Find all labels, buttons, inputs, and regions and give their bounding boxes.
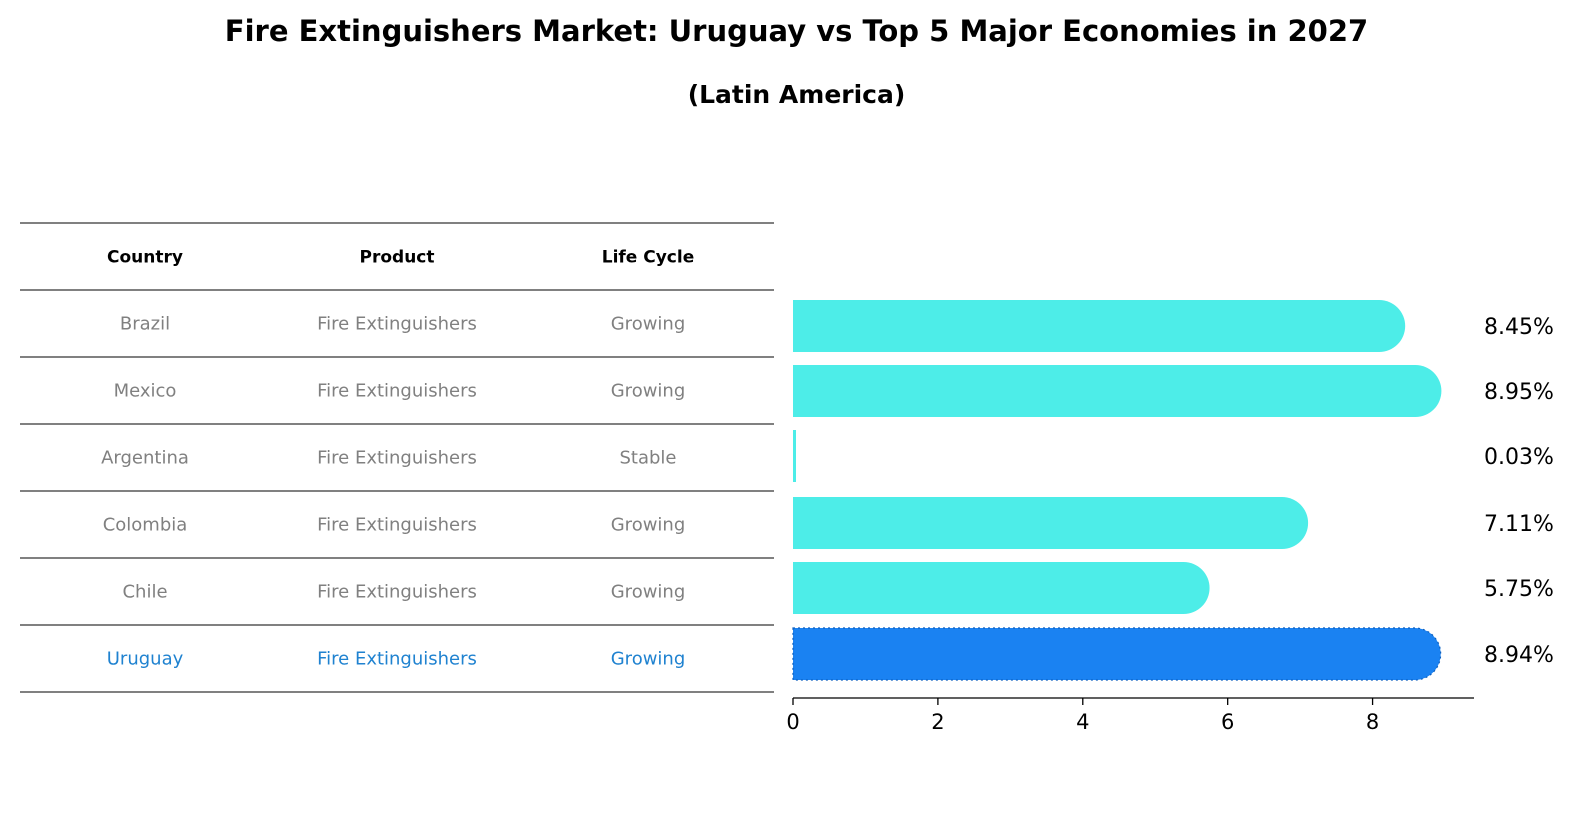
bar-chile — [793, 562, 1210, 614]
bar-mexico — [793, 365, 1442, 417]
value-label: 0.03% — [1484, 445, 1554, 470]
table-cell: Chile — [122, 582, 167, 603]
x-axis: 0 2 4 6 8 — [786, 697, 1474, 734]
x-tick-label: 2 — [931, 710, 944, 734]
bar-argentina — [793, 430, 796, 482]
x-tick-label: 0 — [786, 710, 799, 734]
data-table: Country Product Life Cycle Brazil Fire Extin… — [20, 222, 774, 693]
table-cell: Fire Extinguishers — [317, 448, 477, 469]
chart-subtitle: (Latin America) — [687, 80, 906, 109]
table-cell: Fire Extinguishers — [317, 314, 477, 335]
x-tick-label: 6 — [1221, 710, 1234, 734]
table-cell-highlight: Growing — [611, 649, 686, 670]
value-label: 8.95% — [1484, 380, 1554, 405]
table-cell-highlight: Uruguay — [107, 649, 184, 670]
bar-uruguay — [792, 627, 1442, 681]
value-label: 8.94% — [1484, 643, 1554, 668]
table-cell-highlight: Fire Extinguishers — [317, 649, 477, 670]
table-cell: Brazil — [120, 314, 170, 335]
table-header-cell: Life Cycle — [602, 248, 695, 268]
table-cell: Fire Extinguishers — [317, 515, 477, 536]
x-tick-label: 8 — [1366, 710, 1379, 734]
table-cell: Argentina — [101, 448, 189, 469]
value-label: 7.11% — [1484, 512, 1554, 537]
table-cell: Stable — [619, 448, 676, 469]
bar-colombia — [793, 497, 1309, 549]
table-cell: Growing — [611, 381, 686, 402]
table-cell: Growing — [611, 515, 686, 536]
table-cell: Colombia — [103, 515, 188, 536]
bar-plot: 8.45% 8.95% 0.03% 7.11% 5.75% 8.94% — [792, 300, 1554, 681]
value-label: 5.75% — [1484, 577, 1554, 602]
table-header-cell: Country — [107, 248, 183, 268]
chart-title: Fire Extinguishers Market: Uruguay vs To… — [224, 14, 1369, 48]
table-cell: Fire Extinguishers — [317, 381, 477, 402]
table-header-cell: Product — [360, 248, 435, 268]
table-cell: Mexico — [114, 381, 177, 402]
table-cell: Growing — [611, 582, 686, 603]
table-cell: Fire Extinguishers — [317, 582, 477, 603]
bar-brazil — [793, 300, 1406, 352]
value-label: 8.45% — [1484, 315, 1554, 340]
table-cell: Growing — [611, 314, 686, 335]
x-tick-label: 4 — [1076, 710, 1089, 734]
